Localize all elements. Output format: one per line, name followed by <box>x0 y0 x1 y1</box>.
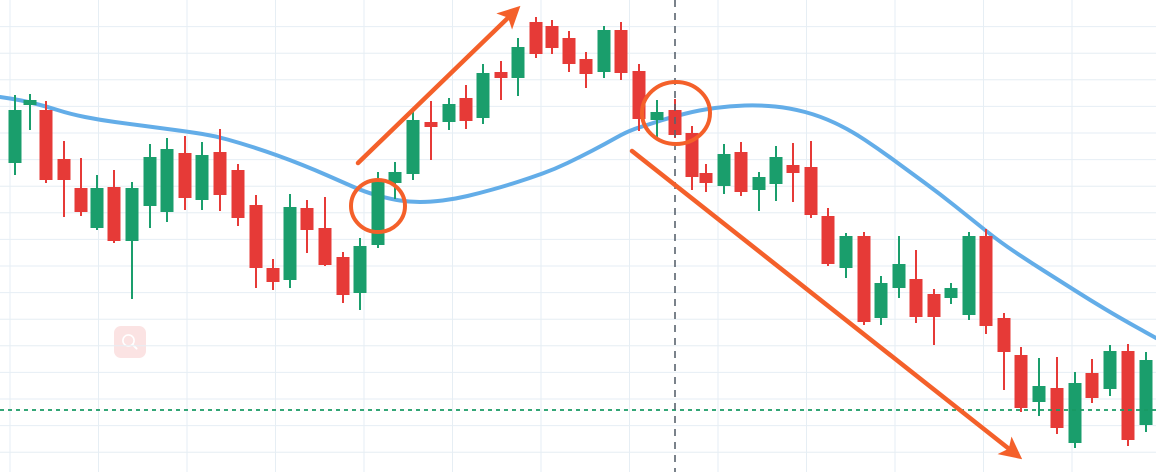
candle <box>125 182 139 299</box>
candle <box>962 232 976 320</box>
candle <box>213 129 227 211</box>
candle <box>821 208 835 266</box>
candle <box>406 112 420 180</box>
candle <box>562 31 576 72</box>
candle <box>1085 359 1099 403</box>
candle <box>318 197 332 266</box>
candle <box>597 26 611 78</box>
candle <box>249 195 263 288</box>
candle <box>476 64 490 124</box>
candle <box>614 22 628 80</box>
candle <box>1014 347 1028 412</box>
candle <box>892 236 906 298</box>
candle <box>699 164 713 192</box>
candle <box>786 143 800 202</box>
candle <box>857 232 871 325</box>
candle <box>8 95 22 175</box>
candle <box>874 276 888 325</box>
candle <box>997 313 1011 390</box>
downtrend-arrow <box>629 148 1023 460</box>
candle-series <box>8 17 1153 448</box>
candle <box>195 142 209 210</box>
candle <box>494 61 508 100</box>
candle <box>39 101 53 183</box>
candle <box>371 172 385 248</box>
candle <box>300 200 314 253</box>
candle <box>353 238 367 310</box>
candle <box>23 94 37 130</box>
uptrend-arrow <box>355 5 521 166</box>
candle <box>909 250 923 323</box>
candle <box>1121 344 1135 446</box>
candle <box>511 38 525 96</box>
candle <box>752 172 766 211</box>
candle <box>143 144 157 228</box>
candle <box>283 194 297 288</box>
candle <box>685 126 699 190</box>
candle <box>90 175 104 230</box>
candle <box>1032 358 1046 416</box>
candle <box>769 146 783 201</box>
candle <box>424 101 438 160</box>
candle <box>804 141 818 218</box>
candle <box>1050 357 1064 434</box>
candle <box>1103 345 1117 396</box>
candle <box>839 233 853 278</box>
bullish-reversal-circle <box>349 178 407 234</box>
candle <box>650 100 664 138</box>
annotation-layer <box>349 5 1023 460</box>
candle <box>178 136 192 210</box>
bearish-reversal-circle <box>640 80 712 146</box>
candle <box>336 252 350 303</box>
candle <box>529 17 543 58</box>
candle <box>266 259 280 290</box>
candle <box>160 138 174 222</box>
candle <box>717 144 731 194</box>
candle <box>1139 352 1153 432</box>
candle <box>57 141 71 217</box>
candle <box>107 170 121 243</box>
candle <box>979 229 993 334</box>
moving-average-line <box>0 95 1156 340</box>
candle <box>459 85 473 129</box>
candle <box>734 142 748 196</box>
candle <box>388 162 402 199</box>
candle <box>545 20 559 54</box>
candle <box>579 52 593 88</box>
candle <box>231 164 245 226</box>
candle <box>927 289 941 345</box>
candle <box>944 283 958 304</box>
candle <box>74 158 88 216</box>
candle <box>442 98 456 130</box>
